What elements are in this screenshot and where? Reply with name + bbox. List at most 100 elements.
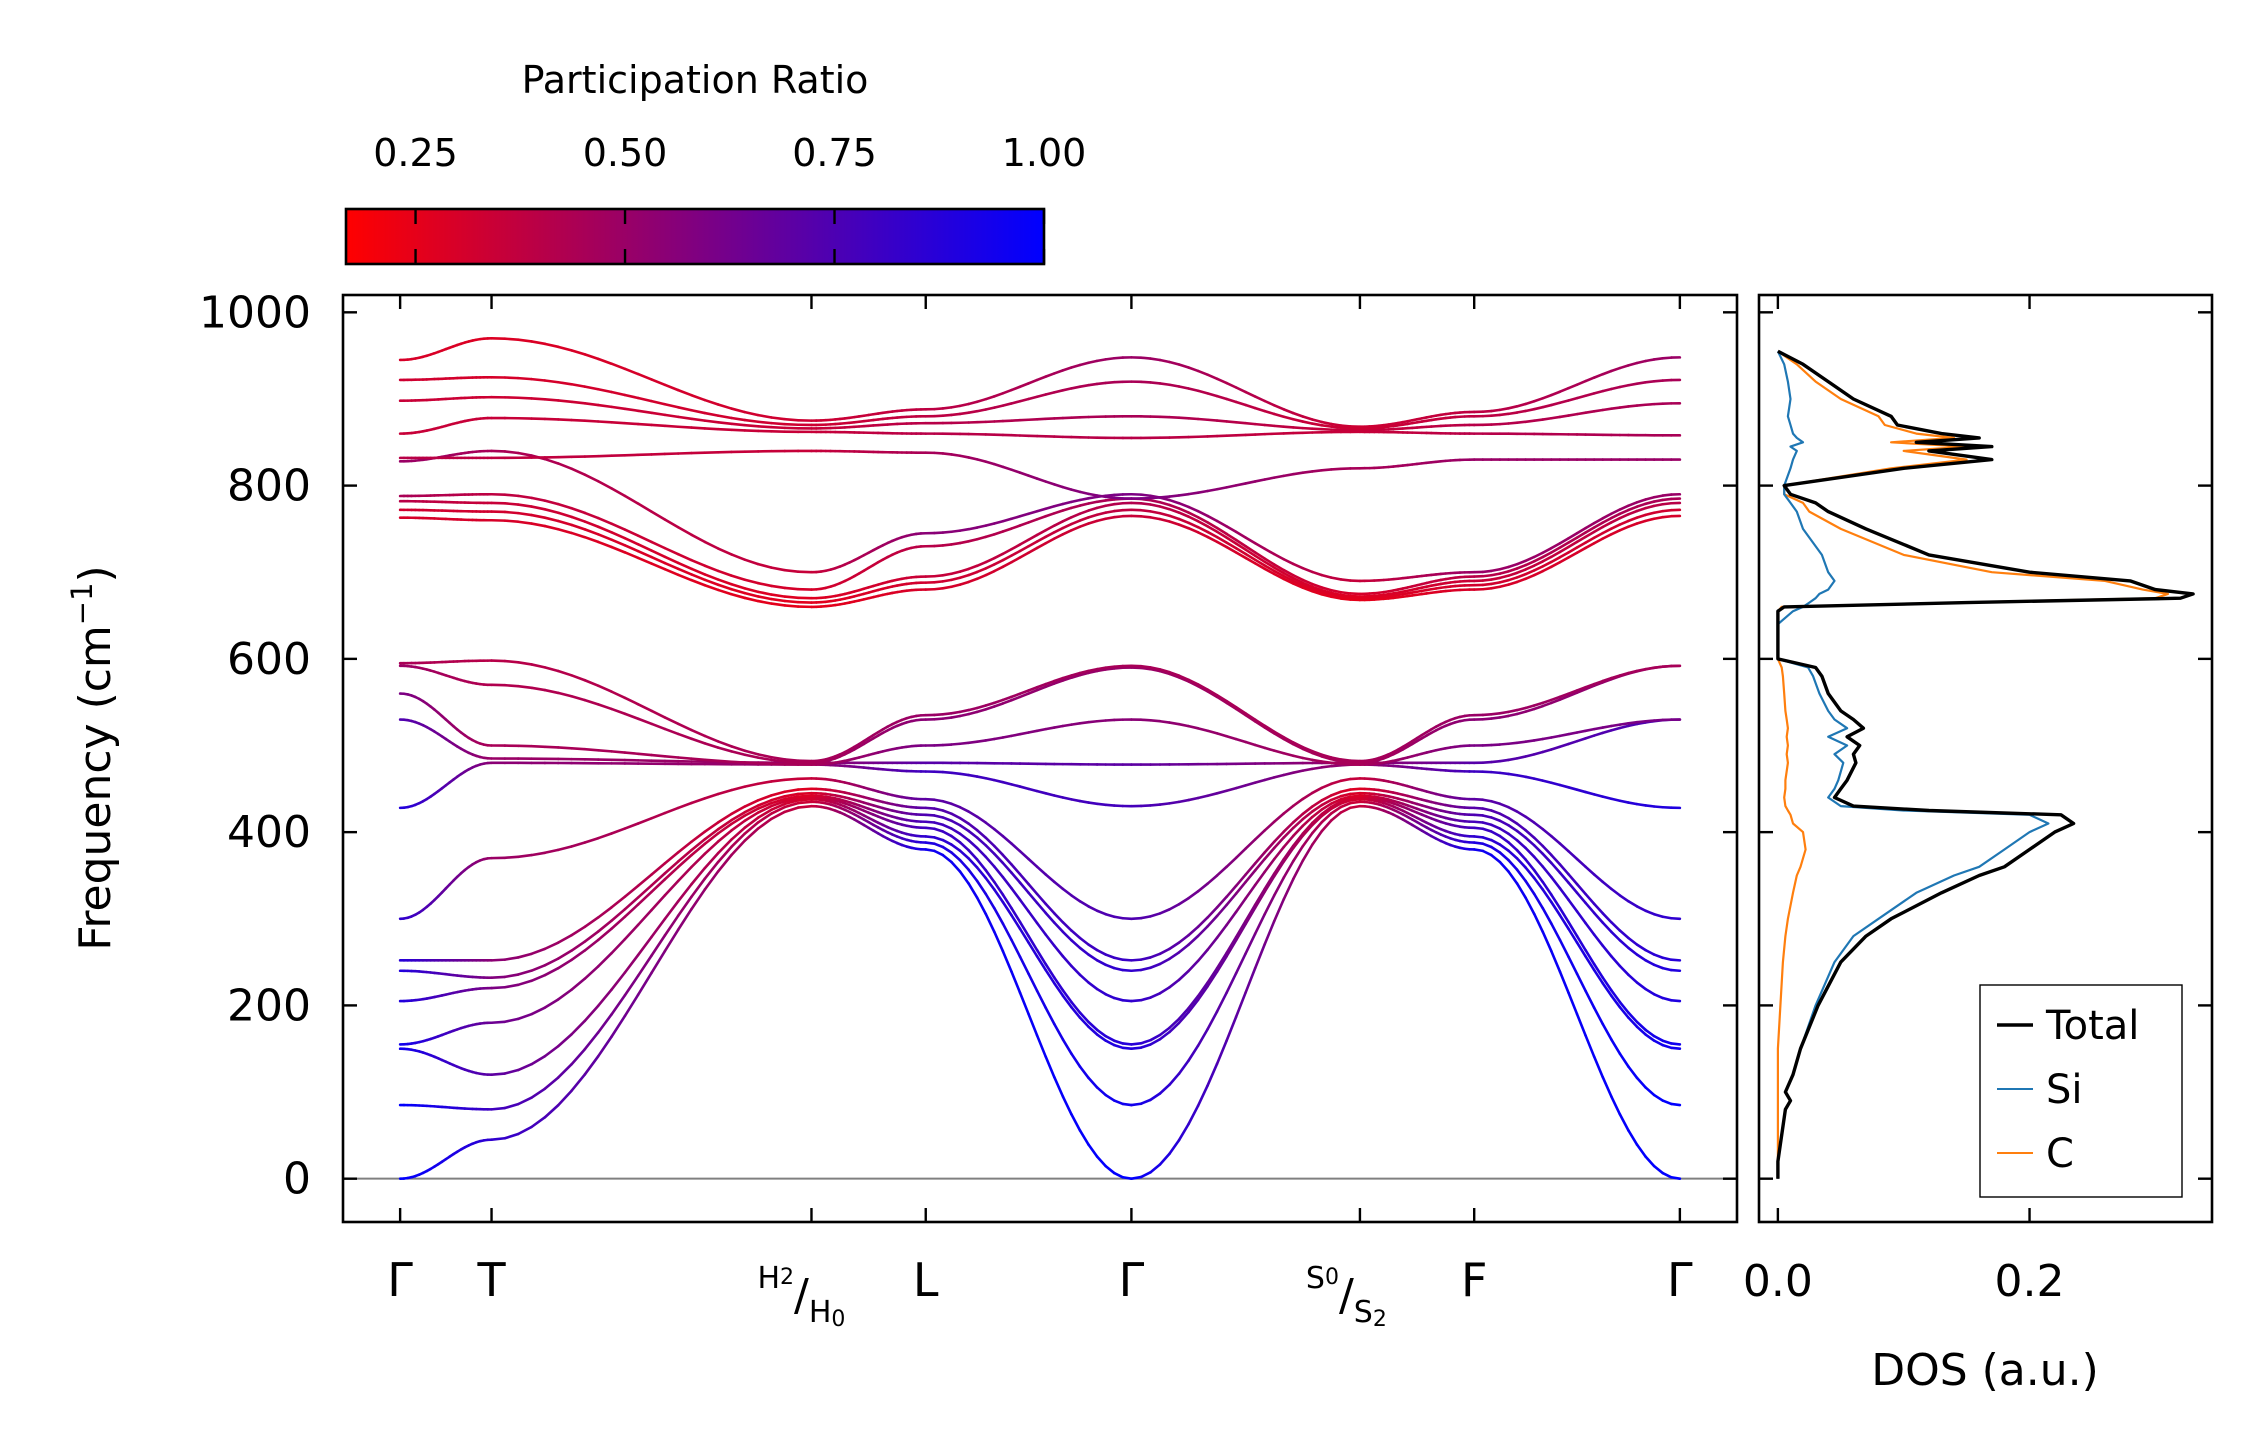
- band-segment-LA-d: [1301, 810, 1314, 821]
- band-segment-LA-e: [1044, 902, 1056, 915]
- band-segment-LA-d: [1481, 814, 1493, 819]
- band-segment-LA-d: [530, 964, 547, 972]
- band-segment-TA1: [1652, 1164, 1665, 1175]
- band-segment-LA-f: [933, 798, 945, 803]
- band-segment-H5: [650, 510, 667, 521]
- band-segment-H3: [1215, 530, 1228, 539]
- band-segment-LA-a: [1507, 849, 1519, 860]
- band-segment-LA-e: [1061, 920, 1073, 932]
- colorbar-title: Participation Ratio: [522, 58, 869, 102]
- band-segment-H3: [1635, 506, 1647, 513]
- band-segment-H5: [663, 518, 680, 529]
- band-segment-LA-c: [1349, 794, 1362, 798]
- band-segment-O5: [967, 706, 979, 712]
- band-segment-H2: [1550, 555, 1562, 564]
- band-segment-H3: [1027, 533, 1039, 542]
- band-segment-LA-c: [1532, 855, 1545, 868]
- band-segment-H5: [1311, 570, 1324, 577]
- band-segment-LA-c: [1550, 875, 1562, 890]
- band-segment-LA-e: [1035, 892, 1048, 906]
- band-segment-LA-f: [1330, 779, 1343, 786]
- band-segment-H5: [1272, 552, 1286, 561]
- band-segment-TA2: [1558, 938, 1570, 958]
- band-segment-H9: [703, 411, 720, 417]
- band-segment-TA1: [1610, 1095, 1622, 1116]
- band-segment-H4: [1044, 512, 1056, 518]
- band-segment-LA-d: [1253, 857, 1267, 872]
- band-segment-H4: [1610, 512, 1622, 520]
- band-segment-H5: [1507, 562, 1519, 569]
- band-segment-LA-e: [583, 916, 600, 929]
- band-segment-O1: [1215, 789, 1228, 795]
- band-segment-TA1: [1618, 1112, 1630, 1132]
- band-segment-O1: [1550, 781, 1562, 787]
- band-segment-H5: [1177, 501, 1190, 509]
- band-segment-O4: [756, 756, 773, 762]
- band-segment-H10: [1035, 375, 1048, 382]
- band-segment-O1: [1610, 797, 1622, 803]
- band-segment-H10: [1196, 369, 1209, 377]
- band-segment-H10: [650, 378, 667, 387]
- band-segment-H3: [933, 574, 945, 578]
- band-segment-O3: [941, 743, 953, 747]
- band-segment-TA2: [1149, 1092, 1162, 1102]
- band-segment-H8: [1532, 418, 1545, 423]
- band-segment-LA-a: [1610, 994, 1622, 1009]
- band-segment-O4: [703, 742, 720, 749]
- band-segment-O3: [1010, 732, 1022, 738]
- band-segment-LA-c: [1061, 954, 1073, 968]
- band-segment-O2: [1515, 755, 1527, 760]
- band-segment-LA-e: [1121, 958, 1133, 962]
- band-segment-TA2: [1168, 1072, 1181, 1087]
- band-segment-O4: [1196, 684, 1209, 693]
- band-segment-LA-c: [743, 807, 760, 817]
- band-segment-LA-d: [1507, 823, 1519, 833]
- band-segment-H3: [958, 567, 970, 573]
- band-segment-LA-e: [1669, 958, 1682, 962]
- band-segment-LA-b: [941, 830, 953, 838]
- band-segment-LA-c: [1330, 797, 1343, 805]
- band-segment-O1: [1541, 779, 1553, 785]
- band-segment-LA-c: [1234, 897, 1247, 914]
- band-segment-H2: [516, 511, 533, 517]
- band-segment-H4: [1498, 570, 1510, 575]
- band-segment-LA-e: [1130, 958, 1143, 962]
- band-segment-LA-c: [503, 983, 520, 989]
- band-segment-H4: [1661, 497, 1673, 502]
- band-segment-LA-e: [1644, 948, 1656, 956]
- band-segment-H10: [1052, 369, 1065, 375]
- band-segment-H4: [503, 493, 520, 498]
- band-segment-LA-a: [1104, 1039, 1116, 1047]
- band-segment-LA-d: [1225, 892, 1238, 907]
- band-segment-LA-c: [1052, 944, 1065, 958]
- band-segment-LA-b: [1550, 893, 1562, 910]
- band-segment-O4: [503, 683, 520, 688]
- band-segment-H2: [1652, 509, 1665, 515]
- band-segment-LA-a: [924, 835, 936, 839]
- band-segment-O5: [1095, 666, 1108, 671]
- band-segment-LA-d: [1001, 861, 1013, 874]
- band-segment-O5: [1320, 753, 1333, 759]
- band-segment-H5: [1139, 493, 1152, 498]
- band-segment-O5: [503, 659, 520, 664]
- band-segment-LA-e: [1196, 916, 1209, 929]
- band-segment-O3: [1635, 719, 1647, 724]
- band-segment-H8: [690, 417, 707, 422]
- band-segment-H1: [690, 578, 707, 587]
- band-segment-LA-c: [1601, 944, 1613, 958]
- band-segment-LA-d: [676, 848, 693, 863]
- band-segment-O4: [556, 691, 573, 698]
- band-segment-LA-c: [992, 865, 1005, 879]
- band-segment-O5: [941, 712, 953, 716]
- band-segment-H4: [1481, 573, 1493, 578]
- band-segment-LA-f: [1472, 797, 1485, 802]
- band-segment-H4: [1244, 544, 1257, 554]
- band-segment-H10: [570, 349, 587, 356]
- band-segment-H3: [1044, 524, 1056, 532]
- band-segment-LA-d: [1095, 959, 1108, 967]
- band-segment-TA2: [1515, 868, 1527, 883]
- band-segment-O5: [730, 745, 747, 753]
- band-segment-LA-c: [1018, 898, 1030, 913]
- band-segment-H4: [1490, 572, 1502, 577]
- band-segment-LA-d: [1610, 930, 1622, 942]
